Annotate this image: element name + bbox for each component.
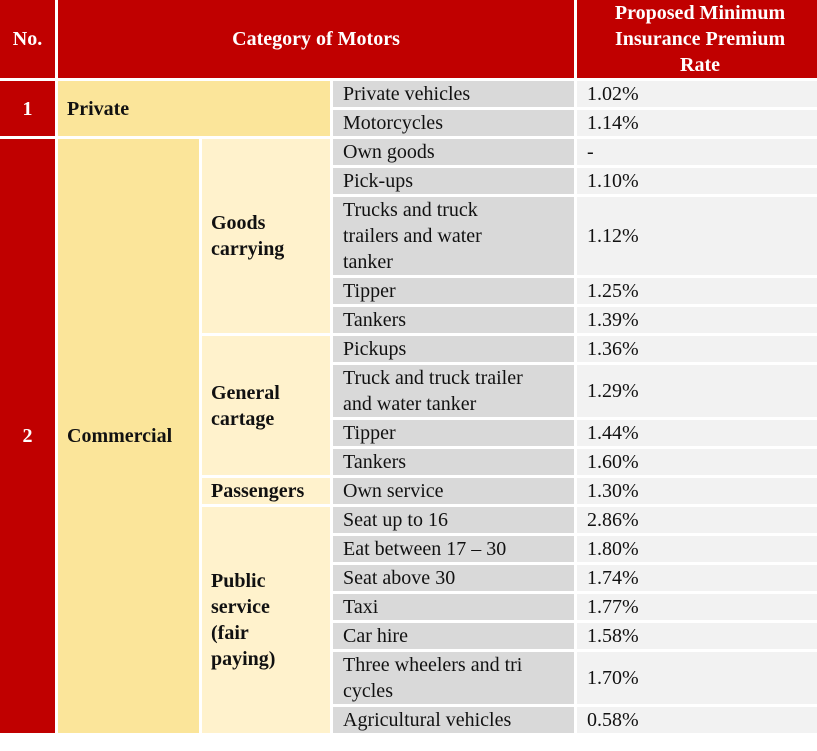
table-row: Tipper 1.25%: [0, 278, 817, 304]
vehicle-type-line: Truck and truck trailer: [343, 367, 523, 389]
vehicle-type: Own goods: [333, 139, 575, 165]
premium-rate: 1.29%: [577, 365, 817, 417]
table-row: Three wheelers and tri cycles 1.70%: [0, 652, 817, 704]
vehicle-type: Tankers: [333, 307, 575, 333]
vehicle-type: Eat between 17 – 30: [333, 536, 575, 562]
subgroup-label: carrying: [211, 238, 285, 260]
subgroup-label: cartage: [211, 407, 275, 430]
group-name: Private: [58, 81, 330, 136]
premium-rate: 1.74%: [577, 565, 817, 591]
vehicle-type: Pick-ups: [333, 168, 575, 194]
premium-rate: -: [577, 139, 817, 165]
premium-rate: 1.30%: [577, 478, 817, 504]
vehicle-type: Tipper: [333, 420, 575, 446]
subgroup-public-service: Public service (fair paying): [202, 507, 330, 733]
premium-rate: 1.10%: [577, 168, 817, 194]
subgroup-label: service: [211, 596, 270, 618]
table-row: Car hire 1.58%: [0, 623, 817, 649]
vehicle-type: Truck and truck trailer and water tanker: [333, 365, 575, 417]
vehicle-type: Seat above 30: [333, 565, 575, 591]
premium-rate: 2.86%: [577, 507, 817, 533]
table-row: 2 Commercial Goods carrying Own goods -: [0, 139, 817, 733]
premium-rate: 1.77%: [577, 594, 817, 620]
premium-rate: 1.39%: [577, 307, 817, 333]
premium-rate: 1.02%: [577, 81, 817, 107]
vehicle-type: Private vehicles: [333, 81, 575, 107]
table-row: Tipper 1.44%: [0, 420, 817, 446]
table-row: Tankers 1.60%: [0, 449, 817, 475]
vehicle-type-line: Three wheelers and tri: [343, 654, 523, 676]
vehicle-type: Pickups: [333, 336, 575, 362]
premium-rate: 1.60%: [577, 449, 817, 475]
premium-rate: 1.44%: [577, 420, 817, 446]
vehicle-type: Own service: [333, 478, 575, 504]
premium-rate: 1.58%: [577, 623, 817, 649]
vehicle-type: Taxi: [333, 594, 575, 620]
vehicle-type-line: and water tanker: [343, 393, 477, 415]
header-row: No. Category of Motors Proposed Minimum …: [0, 0, 817, 78]
premium-rate: 1.70%: [577, 652, 817, 704]
header-rate: Proposed Minimum Insurance Premium Rate: [577, 0, 817, 78]
subgroup-label: Public: [211, 570, 266, 592]
premium-rate: 1.14%: [577, 110, 817, 136]
subgroup-general-cartage: General cartage: [202, 336, 330, 475]
table-row: Truck and truck trailer and water tanker…: [0, 365, 817, 417]
premium-rate: 1.12%: [577, 197, 817, 275]
header-rate-line: Rate: [680, 54, 721, 76]
table-row: Trucks and truck trailers and water tank…: [0, 197, 817, 275]
header-no: No.: [0, 0, 55, 78]
table-row: 1 Private Private vehicles 1.02%: [0, 81, 817, 136]
group-number: 1: [0, 81, 55, 136]
vehicle-type: Car hire: [333, 623, 575, 649]
table-row: Pick-ups 1.10%: [0, 168, 817, 194]
header-rate-line: Insurance Premium: [614, 28, 786, 50]
premium-rate: 1.80%: [577, 536, 817, 562]
subgroup-label: paying): [211, 648, 276, 670]
table-row: Motorcycles 1.14%: [0, 110, 817, 136]
subgroup-passengers: Passengers: [202, 478, 330, 504]
vehicle-type-line: trailers and water: [343, 225, 482, 247]
premium-rate: 1.25%: [577, 278, 817, 304]
group-number: 2: [0, 139, 55, 733]
vehicle-type-line: tanker: [343, 251, 393, 273]
header-category: Category of Motors: [58, 0, 575, 78]
subgroup-label: General: [211, 381, 280, 404]
vehicle-type: Three wheelers and tri cycles: [333, 652, 575, 704]
table-row: Eat between 17 – 30 1.80%: [0, 536, 817, 562]
vehicle-type: Agricultural vehicles: [333, 707, 575, 733]
header-rate-line: Proposed Minimum: [614, 2, 786, 24]
vehicle-type: Trucks and truck trailers and water tank…: [333, 197, 575, 275]
premium-rate: 0.58%: [577, 707, 817, 733]
table-row: Agricultural vehicles 0.58%: [0, 707, 817, 733]
premium-rate: 1.36%: [577, 336, 817, 362]
subgroup-label: (fair: [211, 622, 249, 644]
table-row: Seat above 30 1.74%: [0, 565, 817, 591]
subgroup-label: Goods: [211, 212, 266, 234]
table-row: Passengers Own service 1.30%: [0, 478, 817, 504]
vehicle-type-line: Trucks and truck: [343, 199, 478, 221]
group-name: Commercial: [58, 139, 199, 733]
table-row: Tankers 1.39%: [0, 307, 817, 333]
vehicle-type: Tankers: [333, 449, 575, 475]
subgroup-goods-carrying: Goods carrying: [202, 139, 330, 333]
vehicle-type-line: cycles: [343, 680, 393, 702]
vehicle-type: Tipper: [333, 278, 575, 304]
vehicle-type: Motorcycles: [333, 110, 575, 136]
table-row: General cartage Pickups 1.36%: [0, 336, 817, 475]
table-row: Public service (fair paying) Seat up to …: [0, 507, 817, 733]
vehicle-type: Seat up to 16: [333, 507, 575, 533]
table-row: Taxi 1.77%: [0, 594, 817, 620]
